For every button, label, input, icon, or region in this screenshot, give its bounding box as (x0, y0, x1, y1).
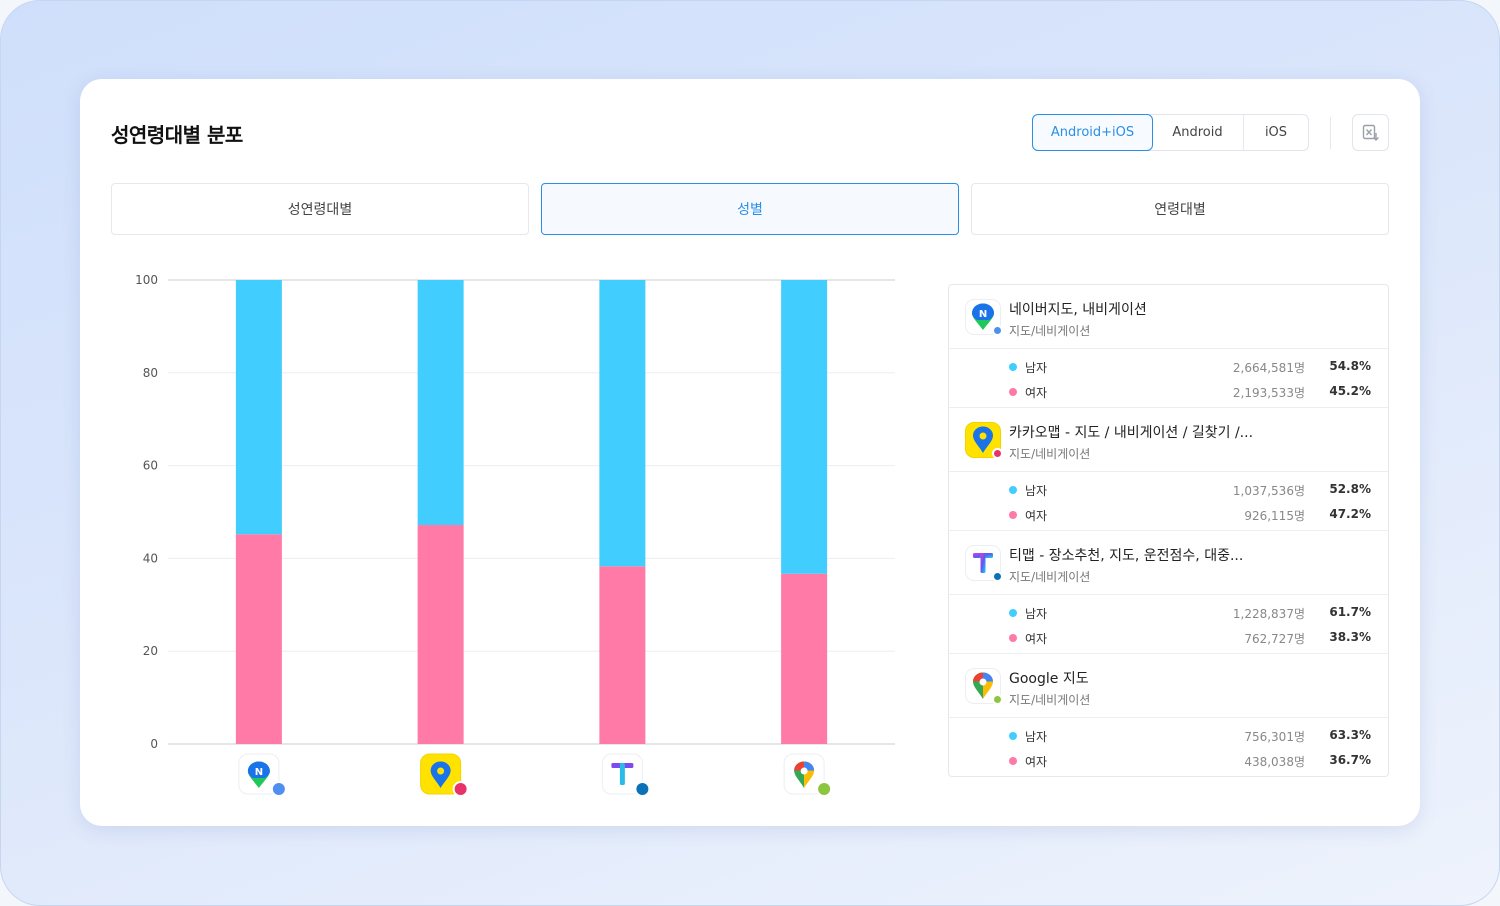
page-title: 성연령대별 분포 (111, 123, 243, 147)
male-bullet (1009, 609, 1017, 617)
naver-map-icon: N (238, 753, 287, 797)
y-tick-label: 20 (143, 644, 158, 658)
app-gender-rows: 남자 756,301명 63.3% 여자 438,038명 36.7% (949, 718, 1388, 776)
female-bullet (1009, 634, 1017, 642)
row-label: 여자 (1025, 632, 1048, 646)
app-name: 네이버지도, 내비게이션 (1009, 302, 1147, 318)
bar-female (599, 566, 646, 744)
y-tick-label: 80 (143, 366, 158, 380)
female-bullet (1009, 388, 1017, 396)
app-category: 지도/네비게이션 (1009, 324, 1091, 338)
bar-male (235, 280, 282, 535)
google-maps-icon (965, 668, 1003, 705)
naver-map-icon: N (965, 299, 1003, 336)
kakao-map-icon (965, 422, 1003, 459)
row-count: 2,193,533명 (1232, 386, 1305, 400)
app-breakdown-panel: N 네이버지도, 내비게이션 지도/네비게이션 남자 2,664,581명 54… (948, 284, 1389, 777)
row-percent: 47.2% (1329, 507, 1371, 521)
row-count: 756,301명 (1244, 730, 1305, 744)
app-name: 티맵 - 장소추천, 지도, 운전점수, 대중... (1009, 548, 1244, 564)
app-color-dot (992, 571, 1003, 582)
male-bullet (1009, 732, 1017, 740)
distribution-card: 성연령대별 분포 Android+iOS Android iOS 성연령대별 성… (80, 79, 1420, 826)
row-label: 남자 (1025, 607, 1048, 621)
toolbar-divider (1330, 117, 1331, 149)
y-tick-label: 0 (150, 737, 158, 751)
bar-female (235, 534, 282, 744)
app-gender-rows: 남자 1,037,536명 52.8% 여자 926,115명 47.2% (949, 472, 1388, 531)
tmap-icon (965, 545, 1003, 582)
row-label: 남자 (1025, 730, 1048, 744)
tab-gender[interactable]: 성별 (541, 183, 959, 235)
tab-age[interactable]: 연령대별 (971, 183, 1389, 235)
row-count: 1,228,837명 (1232, 607, 1305, 621)
app-gender-rows: 남자 1,228,837명 61.7% 여자 762,727명 38.3% (949, 595, 1388, 654)
app-header-naver[interactable]: N 네이버지도, 내비게이션 지도/네비게이션 (949, 285, 1388, 349)
app-color-dot (992, 448, 1003, 459)
row-percent: 61.7% (1329, 605, 1371, 619)
row-male: 남자 1,037,536명 52.8% (949, 480, 1388, 500)
tmap-icon (601, 753, 651, 797)
bar-male (781, 280, 828, 574)
google-maps-icon (783, 753, 833, 797)
os-filter: Android+iOS Android iOS (1032, 114, 1309, 151)
app-name: Google 지도 (1009, 671, 1089, 687)
bar-female (781, 573, 828, 744)
tab-gender-age[interactable]: 성연령대별 (111, 183, 529, 235)
os-option-android[interactable]: Android (1152, 115, 1244, 150)
app-header-kakao[interactable]: 카카오맵 - 지도 / 내비게이션 / 길찾기 /... 지도/네비게이션 (949, 408, 1388, 472)
app-color-dot (992, 325, 1003, 336)
y-tick-label: 40 (143, 551, 158, 565)
female-bullet (1009, 511, 1017, 519)
row-female: 여자 438,038명 36.7% (949, 751, 1388, 771)
os-option-all[interactable]: Android+iOS (1032, 114, 1153, 151)
app-category: 지도/네비게이션 (1009, 693, 1091, 707)
bar-male (599, 280, 646, 567)
os-option-ios[interactable]: iOS (1264, 125, 1288, 140)
row-male: 남자 1,228,837명 61.7% (949, 603, 1388, 623)
row-male: 남자 756,301명 63.3% (949, 726, 1388, 746)
row-label: 여자 (1025, 755, 1048, 769)
bar-female (417, 524, 464, 744)
y-tick-label: 100 (135, 273, 158, 287)
row-percent: 54.8% (1329, 359, 1371, 373)
row-percent: 45.2% (1329, 384, 1371, 398)
row-female: 여자 2,193,533명 45.2% (949, 382, 1388, 402)
row-label: 여자 (1025, 509, 1048, 523)
bar-male (417, 280, 464, 525)
row-count: 438,038명 (1244, 755, 1305, 769)
row-percent: 63.3% (1329, 728, 1371, 742)
app-header-tmap[interactable]: 티맵 - 장소추천, 지도, 운전점수, 대중... 지도/네비게이션 (949, 531, 1388, 595)
app-name: 카카오맵 - 지도 / 내비게이션 / 길찾기 /... (1009, 425, 1254, 441)
stacked-bar-chart: 0 20 40 60 80 100 N (135, 273, 895, 797)
row-count: 2,664,581명 (1232, 361, 1305, 375)
app-gender-rows: 남자 2,664,581명 54.8% 여자 2,193,533명 45.2% (949, 349, 1388, 408)
app-category: 지도/네비게이션 (1009, 570, 1091, 584)
row-percent: 38.3% (1329, 630, 1371, 644)
row-count: 762,727명 (1244, 632, 1305, 646)
y-tick-label: 60 (143, 459, 158, 473)
app-header-google[interactable]: Google 지도 지도/네비게이션 (949, 654, 1388, 718)
row-female: 여자 762,727명 38.3% (949, 628, 1388, 648)
row-male: 남자 2,664,581명 54.8% (949, 357, 1388, 377)
kakao-map-icon (420, 753, 469, 797)
export-excel-button[interactable] (1352, 114, 1389, 151)
row-label: 남자 (1025, 484, 1048, 498)
row-label: 여자 (1025, 386, 1048, 400)
svg-text:N: N (979, 309, 987, 320)
male-bullet (1009, 486, 1017, 494)
app-color-dot (992, 694, 1003, 705)
male-bullet (1009, 363, 1017, 371)
row-percent: 52.8% (1329, 482, 1371, 496)
view-tabs: 성연령대별 성별 연령대별 (111, 183, 1389, 235)
row-count: 1,037,536명 (1232, 484, 1305, 498)
row-label: 남자 (1025, 361, 1048, 375)
row-count: 926,115명 (1244, 509, 1305, 523)
app-category: 지도/네비게이션 (1009, 447, 1091, 461)
excel-download-icon (1362, 124, 1379, 141)
svg-text:N: N (255, 767, 263, 778)
female-bullet (1009, 757, 1017, 765)
row-percent: 36.7% (1329, 753, 1371, 767)
row-female: 여자 926,115명 47.2% (949, 505, 1388, 525)
